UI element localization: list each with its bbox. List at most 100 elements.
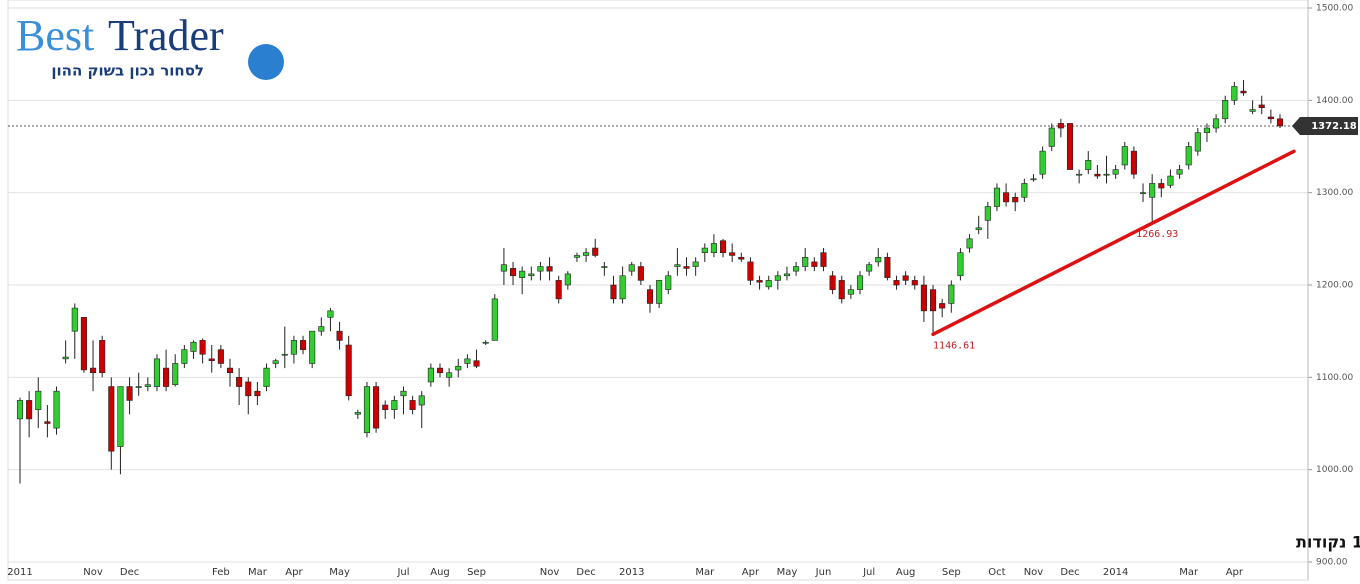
candle-body xyxy=(290,340,297,355)
candle-body xyxy=(1085,160,1092,170)
candle-body xyxy=(53,390,60,429)
candle-body xyxy=(1194,132,1201,152)
candle-body xyxy=(911,280,918,286)
x-tick-label: Jun xyxy=(815,567,832,578)
candle-body xyxy=(345,344,352,397)
candle-body xyxy=(1249,109,1256,112)
candle-body xyxy=(884,256,891,278)
candle-body xyxy=(774,275,781,281)
annotation-label: 1266.93 xyxy=(1136,229,1178,240)
annotation-label: 1146.61 xyxy=(933,340,975,351)
candle-body xyxy=(519,270,526,278)
candle-body xyxy=(281,353,288,356)
candle-body xyxy=(1012,196,1019,203)
candle-body xyxy=(646,289,654,304)
candle-body xyxy=(1240,90,1247,94)
candle-body xyxy=(181,349,188,364)
candle-body xyxy=(993,187,1000,207)
candle-body xyxy=(272,360,279,364)
candle-body xyxy=(738,256,745,260)
candle-body xyxy=(1103,173,1110,176)
logo-globe xyxy=(248,44,284,80)
candle-body xyxy=(1130,150,1137,175)
candle-body xyxy=(226,367,234,374)
candle-body xyxy=(108,386,115,452)
candle-body xyxy=(747,261,754,281)
y-tick-label: 1500.00 xyxy=(1316,4,1353,14)
candle-body xyxy=(80,317,87,371)
candle-body xyxy=(783,273,790,277)
candle-body xyxy=(163,367,170,387)
candle-body xyxy=(1066,123,1074,170)
x-tick-label: Mar xyxy=(248,567,268,578)
candle-body xyxy=(208,358,215,362)
candle-body xyxy=(1158,183,1165,189)
candle-body xyxy=(464,358,471,364)
candle-body xyxy=(236,377,243,387)
candle-body xyxy=(491,298,498,341)
candle-body xyxy=(436,367,444,374)
candle-body xyxy=(1185,146,1192,166)
x-tick-label: Mar xyxy=(1179,567,1199,578)
candle-body xyxy=(820,252,827,267)
candle-body xyxy=(62,356,69,360)
x-tick-label: Dec xyxy=(1060,567,1079,578)
x-tick-label: Jul xyxy=(396,567,409,578)
candle-body xyxy=(172,363,179,386)
candle-body xyxy=(984,206,991,221)
candle-body xyxy=(427,367,434,383)
candle-body xyxy=(637,266,644,281)
candle-body xyxy=(300,340,307,350)
candle-body xyxy=(1267,116,1274,120)
candle-body xyxy=(199,340,206,355)
candle-body xyxy=(363,386,370,434)
candle-body xyxy=(1112,169,1119,175)
candle-body xyxy=(500,264,507,272)
candle-body xyxy=(1276,118,1284,127)
candle-body xyxy=(710,243,717,253)
candle-body xyxy=(245,381,252,397)
candle-body xyxy=(537,266,544,272)
x-tick-label: 2013 xyxy=(619,567,644,578)
candle-body xyxy=(446,372,453,378)
x-tick-label: Dec xyxy=(576,567,595,578)
candle-body xyxy=(619,275,626,300)
candle-body xyxy=(263,367,270,387)
x-tick-label: Aug xyxy=(896,567,916,578)
candle-body xyxy=(957,252,964,277)
candle-body xyxy=(546,266,553,272)
candle-body xyxy=(409,400,416,410)
trend-line xyxy=(931,149,1296,337)
y-tick-label: 1300.00 xyxy=(1316,188,1353,198)
candle-body xyxy=(838,280,845,300)
x-tick-label: May xyxy=(777,567,798,578)
candle-body xyxy=(400,390,407,397)
candle-body xyxy=(391,400,398,410)
candle-body xyxy=(473,360,480,367)
candle-body xyxy=(90,367,97,374)
candle-body xyxy=(44,421,51,424)
candle-body xyxy=(920,284,927,312)
x-tick-label: Feb xyxy=(212,567,230,578)
chart-title: מדד ת"א 25 - גרף שבועי 9.5.2014 - 1372.1… xyxy=(1296,533,1360,552)
y-tick-label: 1100.00 xyxy=(1316,373,1353,383)
candle-body xyxy=(856,275,864,290)
candle-body xyxy=(190,341,197,352)
candle-body xyxy=(455,365,462,371)
candle-body xyxy=(1203,127,1210,133)
candle-body xyxy=(1176,169,1183,175)
candle-body xyxy=(1149,183,1156,198)
candle-body xyxy=(144,384,151,387)
candle-body xyxy=(628,264,635,272)
candle-body xyxy=(811,261,818,267)
y-tick-label: 900.00 xyxy=(1316,558,1348,568)
x-tick-label: Apr xyxy=(285,567,303,578)
candle-body xyxy=(902,275,909,281)
candle-body xyxy=(674,264,681,267)
candle-body xyxy=(373,386,380,429)
candle-body xyxy=(966,238,973,249)
candle-body xyxy=(975,227,982,230)
candle-body xyxy=(573,255,580,258)
candle-body xyxy=(948,284,955,304)
